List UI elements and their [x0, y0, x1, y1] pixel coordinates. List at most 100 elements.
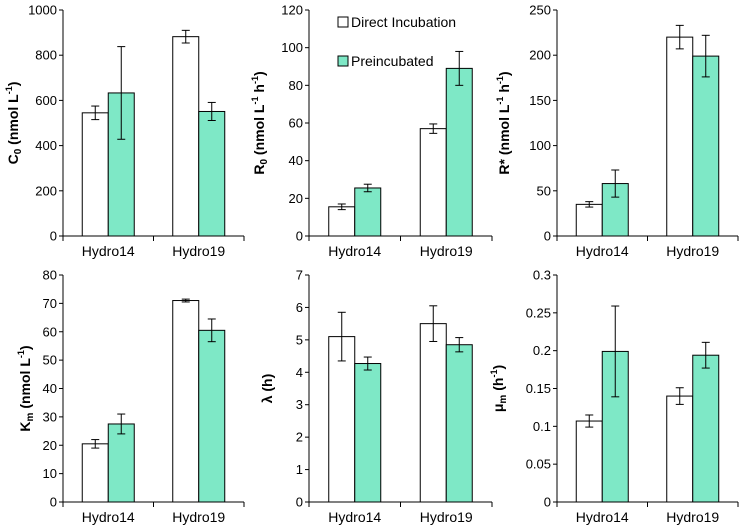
- bar-direct-hydro14: [81, 112, 109, 237]
- y-tick-label: 0: [296, 229, 303, 244]
- chart-panel-5: 0 1 2 3 4 5 6 7 λ (h) Hydro14 Hydro19: [259, 268, 493, 525]
- y-tick-label: 100: [529, 138, 551, 153]
- bar-direct-hydro14: [328, 336, 356, 503]
- y-tick-label: 7: [296, 268, 303, 283]
- bar-direct-hydro19: [666, 395, 694, 503]
- y-tick-label: 80: [289, 78, 303, 93]
- y-axis-label-part: -1: [489, 370, 499, 378]
- y-axis-label-part: h: [496, 84, 512, 96]
- y-axis-label-part: ): [251, 71, 267, 76]
- y-tick-label: 0.15: [526, 381, 551, 396]
- y-tick-label: 2: [296, 430, 303, 445]
- y-axis-label-part: m: [25, 412, 36, 421]
- x-category-label: Hydro14: [328, 509, 381, 525]
- y-tick-label: 0: [50, 495, 57, 510]
- y-tick-label: 250: [529, 3, 551, 18]
- y-tick-label: 30: [43, 409, 57, 424]
- bar-direct-hydro14: [575, 203, 603, 237]
- y-tick-label: 40: [289, 153, 303, 168]
- x-category-label: Hydro14: [576, 243, 629, 259]
- legend-swatch-preincubated: [337, 55, 349, 67]
- bar-direct-hydro19: [419, 128, 447, 237]
- y-axis-label-part: 0: [13, 148, 24, 154]
- y-axis-label-part: (nmol L: [17, 358, 33, 413]
- y-tick-label: 50: [43, 353, 57, 368]
- y-tick-label: 100: [281, 40, 303, 55]
- y-axis-label-part: (nmol L: [251, 104, 267, 159]
- y-tick-label: 6: [296, 300, 303, 315]
- y-axis-label: C0 (nmol L-1): [4, 82, 24, 165]
- y-tick-label: 1: [296, 462, 303, 477]
- legend-swatch-direct: [337, 16, 349, 28]
- y-tick-label: 0: [50, 229, 57, 244]
- bar-direct-hydro19: [419, 323, 447, 503]
- y-tick-label: 0.2: [533, 343, 551, 358]
- x-category-label: Hydro19: [420, 243, 473, 259]
- x-category-label: Hydro14: [82, 509, 135, 525]
- bar-preincubated-hydro19: [198, 329, 226, 503]
- y-axis-label-part: -1: [16, 350, 26, 358]
- bar-preincubated-hydro19: [692, 55, 720, 237]
- y-axis-label-part: ): [5, 82, 21, 87]
- x-category-label: Hydro14: [82, 243, 135, 259]
- y-axis-label-part: R* (nmol L: [496, 104, 512, 174]
- y-tick-label: 1000: [28, 3, 57, 18]
- y-tick-label: 800: [35, 48, 57, 63]
- legend-label-direct: Direct Incubation: [351, 14, 456, 30]
- bar-direct-hydro14: [81, 443, 109, 503]
- y-axis-label-part: λ (h): [259, 374, 275, 404]
- x-category-label: Hydro14: [328, 243, 381, 259]
- y-axis-label-part: (h: [490, 378, 506, 395]
- y-tick-label: 0: [296, 495, 303, 510]
- y-axis-label-part: ): [496, 71, 512, 76]
- y-tick-label: 20: [289, 191, 303, 206]
- y-axis-label-part: K: [17, 421, 33, 431]
- bar-direct-hydro19: [172, 300, 200, 503]
- bar-preincubated-hydro19: [198, 110, 226, 237]
- legend-label-preincubated: Preincubated: [351, 53, 434, 69]
- y-tick-label: 0.25: [526, 305, 551, 320]
- x-category-label: Hydro19: [666, 509, 719, 525]
- y-tick-label: 200: [529, 48, 551, 63]
- y-axis-label-part: ): [17, 345, 33, 350]
- y-tick-label: 60: [43, 324, 57, 339]
- y-tick-label: 70: [43, 296, 57, 311]
- x-category-label: Hydro19: [666, 243, 719, 259]
- chart-panel-3: 0 50 100 150 200 250 R* (nmol L-1 h-1) Hydro14 H…: [495, 3, 739, 259]
- y-tick-label: 0.05: [526, 457, 551, 472]
- bar-preincubated-hydro19: [445, 344, 473, 503]
- y-axis-label-part: h: [251, 84, 267, 96]
- chart-panel-6: 0 0.05 0.1 0.15 0.2 0.25 0.3 μm (h-1) Hydro14 Hyd…: [489, 268, 739, 525]
- bar-direct-hydro19: [666, 36, 694, 237]
- bar-preincubated-hydro14: [107, 423, 135, 503]
- y-tick-label: 0.1: [533, 419, 551, 434]
- y-axis-label-part: ): [490, 365, 506, 370]
- y-tick-label: 3: [296, 397, 303, 412]
- chart-panel-4: 0 10 20 30 40 50 60 70 80 Km (nmol L-1) Hydro14 Hyd…: [16, 268, 245, 525]
- x-category-label: Hydro14: [576, 509, 629, 525]
- y-tick-label: 400: [35, 138, 57, 153]
- y-axis-label-part: -1: [4, 86, 14, 94]
- y-axis-label: R* (nmol L-1 h-1): [495, 71, 512, 174]
- y-tick-label: 0.3: [533, 268, 551, 283]
- y-tick-label: 600: [35, 93, 57, 108]
- y-tick-label: 50: [537, 183, 551, 198]
- y-axis-label-part: R: [251, 165, 267, 175]
- y-axis-label: Km (nmol L-1): [16, 345, 36, 431]
- y-tick-label: 4: [296, 365, 303, 380]
- y-axis-label-part: -1: [250, 97, 260, 105]
- y-axis-label: μm (h-1): [489, 365, 509, 412]
- y-tick-label: 40: [43, 381, 57, 396]
- y-axis-label: λ (h): [259, 374, 275, 404]
- y-tick-label: 5: [296, 332, 303, 347]
- y-tick-label: 0: [544, 229, 551, 244]
- bar-direct-hydro14: [575, 420, 603, 503]
- y-tick-label: 150: [529, 93, 551, 108]
- bar-preincubated-hydro19: [445, 67, 473, 237]
- y-axis-label: R0 (nmol L-1 h-1): [250, 71, 270, 174]
- y-tick-label: 120: [281, 3, 303, 18]
- y-axis-label-part: C: [5, 154, 21, 164]
